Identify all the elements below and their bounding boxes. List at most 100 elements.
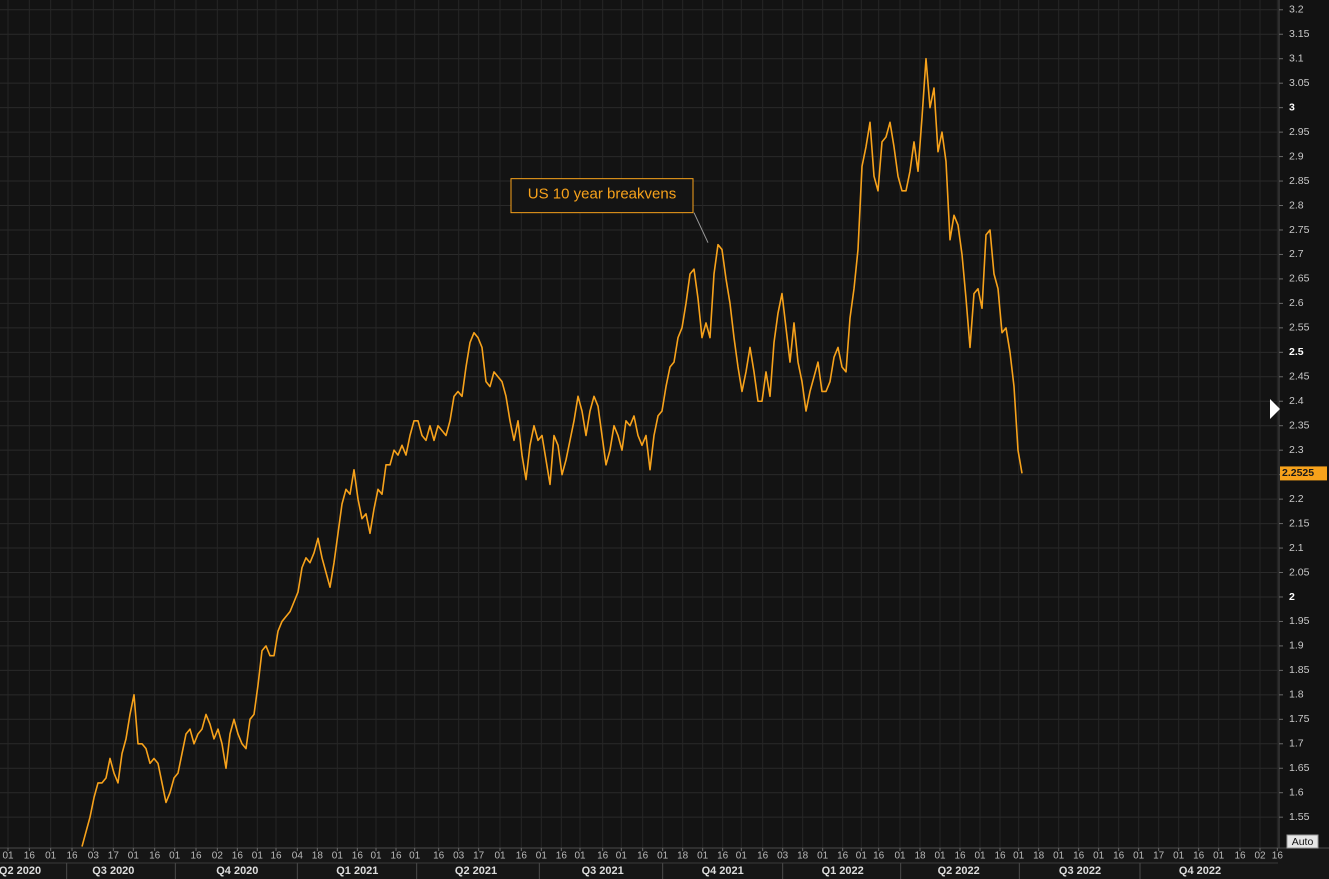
x-tick-label: 04 <box>292 851 304 862</box>
plot-area <box>0 0 1278 848</box>
x-tick-label: 01 <box>128 851 140 862</box>
x-tick-label: 01 <box>332 851 344 862</box>
auto-button-box[interactable] <box>1286 834 1319 849</box>
y-tick-label: 3.15 <box>1289 28 1310 40</box>
y-tick-label: 2.15 <box>1289 517 1310 529</box>
x-tick-label: 16 <box>190 851 202 862</box>
x-tick-label: 16 <box>994 851 1006 862</box>
x-tick-label: 01 <box>409 851 421 862</box>
y-tick-label: 2.7 <box>1289 248 1304 260</box>
quarter-label: Q4 2021 <box>702 865 744 877</box>
x-tick-label: 18 <box>797 851 809 862</box>
x-tick-label: 01 <box>736 851 748 862</box>
x-tick-label: 16 <box>1113 851 1125 862</box>
annotation-box <box>510 178 694 214</box>
x-tick-label: 16 <box>66 851 78 862</box>
x-tick-label: 17 <box>108 851 120 862</box>
y-tick-label: 2.45 <box>1289 371 1310 383</box>
x-tick-label: 16 <box>1234 851 1246 862</box>
x-tick-label: 01 <box>1173 851 1185 862</box>
y-tick-label: 1.6 <box>1289 786 1304 798</box>
x-tick-label: 16 <box>352 851 364 862</box>
y-tick-label: 2.4 <box>1289 395 1304 407</box>
x-tick-label: 01 <box>494 851 506 862</box>
x-tick-label: 02 <box>212 851 224 862</box>
y-tick-label: 2.9 <box>1289 150 1304 162</box>
x-tick-label: 18 <box>312 851 324 862</box>
x-tick-label: 16 <box>1272 851 1284 862</box>
x-tick-label: 01 <box>894 851 906 862</box>
y-tick-label: 2.1 <box>1289 542 1304 554</box>
x-tick-label: 01 <box>616 851 628 862</box>
quarter-label: Q3 2020 <box>92 865 134 877</box>
x-tick-label: 01 <box>370 851 382 862</box>
x-tick-label: 16 <box>1193 851 1205 862</box>
x-tick-label: 01 <box>1213 851 1225 862</box>
quarter-label: Q3 2021 <box>582 865 624 877</box>
y-tick-label: 3.2 <box>1289 4 1304 16</box>
x-tick-label: 01 <box>934 851 946 862</box>
y-tick-label: 3.05 <box>1289 77 1310 89</box>
x-tick-label: 16 <box>24 851 36 862</box>
x-tick-label: 16 <box>390 851 402 862</box>
y-tick-label: 1.55 <box>1289 811 1310 823</box>
auto-button[interactable]: Auto <box>1286 834 1319 849</box>
x-tick-label: 16 <box>757 851 769 862</box>
quarter-label: Q1 2022 <box>822 865 864 877</box>
x-tick-label: 01 <box>169 851 181 862</box>
x-tick-label: 03 <box>88 851 100 862</box>
annotation-text: US 10 year breakvens <box>528 186 676 203</box>
y-tick-label: 1.75 <box>1289 713 1310 725</box>
quarter-label: Q2 2020 <box>0 865 41 877</box>
marks <box>81 57 1023 847</box>
y-tick-label: 2.95 <box>1289 126 1310 138</box>
annotation-leader <box>693 212 709 243</box>
y-tick-label: 2.65 <box>1289 273 1310 285</box>
x-tick-label: 03 <box>453 851 465 862</box>
x-tick-label: 16 <box>232 851 244 862</box>
quarter-label: Q3 2022 <box>1059 865 1101 877</box>
x-tick-label: 01 <box>536 851 548 862</box>
x-tick-label: 01 <box>856 851 868 862</box>
x-tick-label: 16 <box>516 851 528 862</box>
x-tick-label: 16 <box>556 851 568 862</box>
x-tick-label: 16 <box>270 851 282 862</box>
y-tick-label: 1.85 <box>1289 664 1310 676</box>
x-tick-label: 16 <box>717 851 729 862</box>
y-tick-label: 2.85 <box>1289 175 1310 187</box>
quarter-label: Q2 2022 <box>938 865 980 877</box>
x-tick-label: 16 <box>954 851 966 862</box>
x-tick-label: 01 <box>1093 851 1105 862</box>
x-tick-label: 16 <box>433 851 445 862</box>
x-tick-label: 18 <box>677 851 689 862</box>
y-tick-label: 2.55 <box>1289 322 1310 334</box>
x-tick-label: 01 <box>697 851 709 862</box>
y-tick-label: 2.8 <box>1289 199 1304 211</box>
y-tick-label: 2.35 <box>1289 419 1310 431</box>
quarter-label: Q1 2021 <box>336 865 378 877</box>
x-tick-label: 01 <box>1013 851 1025 862</box>
x-tick-label: 01 <box>1053 851 1065 862</box>
y-tick-label: 2.5 <box>1289 346 1304 358</box>
x-tick-label: 16 <box>149 851 161 862</box>
x-tick-label: 16 <box>873 851 885 862</box>
last-value-box <box>1280 466 1327 481</box>
x-tick-label: 16 <box>1073 851 1085 862</box>
y-tick-label: 3.1 <box>1289 53 1304 65</box>
x-tick-label: 01 <box>45 851 57 862</box>
x-tick-label: 16 <box>637 851 649 862</box>
x-tick-label: 17 <box>1153 851 1165 862</box>
x-tick-label: 18 <box>914 851 926 862</box>
x-tick-label: 16 <box>597 851 609 862</box>
y-tick-label: 1.7 <box>1289 738 1304 750</box>
quarter-label: Q4 2022 <box>1179 865 1221 877</box>
y-tick-label: 1.8 <box>1289 689 1304 701</box>
x-tick-label: 01 <box>2 851 14 862</box>
y-tick-label: 1.9 <box>1289 640 1304 652</box>
x-tick-label: 01 <box>574 851 586 862</box>
auto-button-label[interactable]: Auto <box>1292 836 1314 848</box>
y-tick-label: 2.75 <box>1289 224 1310 236</box>
x-tick-label: 17 <box>473 851 485 862</box>
